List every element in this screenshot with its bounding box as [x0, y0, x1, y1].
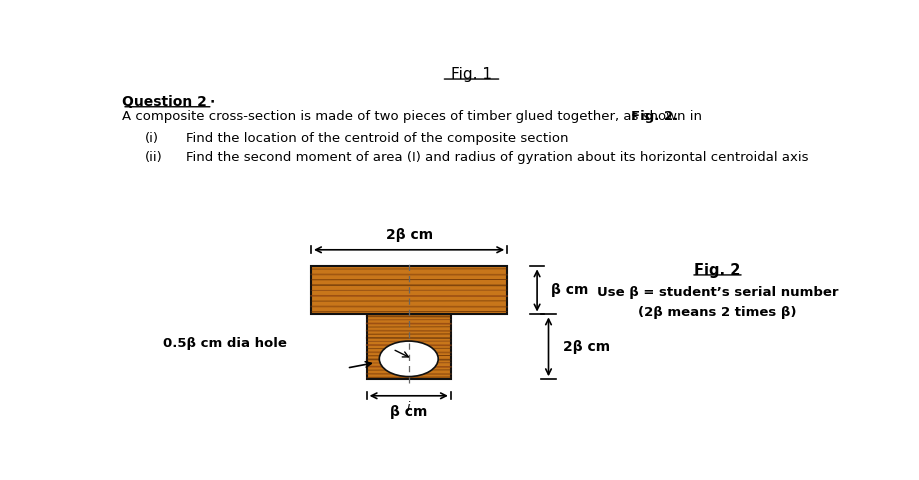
Text: Fig. 2: Fig. 2: [694, 263, 740, 278]
Ellipse shape: [379, 341, 437, 377]
Bar: [311, 266, 506, 314]
Text: (i): (i): [145, 132, 159, 144]
Text: β cm: β cm: [390, 405, 427, 419]
Text: 0.5β cm dia hole: 0.5β cm dia hole: [164, 337, 287, 350]
Text: Find the location of the centroid of the composite section: Find the location of the centroid of the…: [186, 132, 568, 144]
Text: i: i: [406, 401, 410, 414]
Text: (2β means 2 times β): (2β means 2 times β): [638, 306, 796, 319]
Text: 2β cm: 2β cm: [385, 228, 432, 241]
Text: Fig. 2.: Fig. 2.: [630, 110, 677, 123]
Text: Find the second moment of area (I) and radius of gyration about its horizontal c: Find the second moment of area (I) and r…: [186, 151, 808, 164]
Text: A composite cross-section is made of two pieces of timber glued together, as sho: A composite cross-section is made of two…: [122, 110, 706, 123]
Text: Fig. 1: Fig. 1: [450, 67, 492, 82]
Text: β cm: β cm: [550, 284, 588, 298]
Text: ⋅: ⋅: [210, 95, 215, 108]
Text: 2β cm: 2β cm: [562, 340, 609, 354]
Text: Question 2: Question 2: [122, 95, 207, 108]
Text: (ii): (ii): [145, 151, 163, 164]
Bar: [367, 314, 450, 379]
Text: Use β = student’s serial number: Use β = student’s serial number: [596, 286, 837, 299]
